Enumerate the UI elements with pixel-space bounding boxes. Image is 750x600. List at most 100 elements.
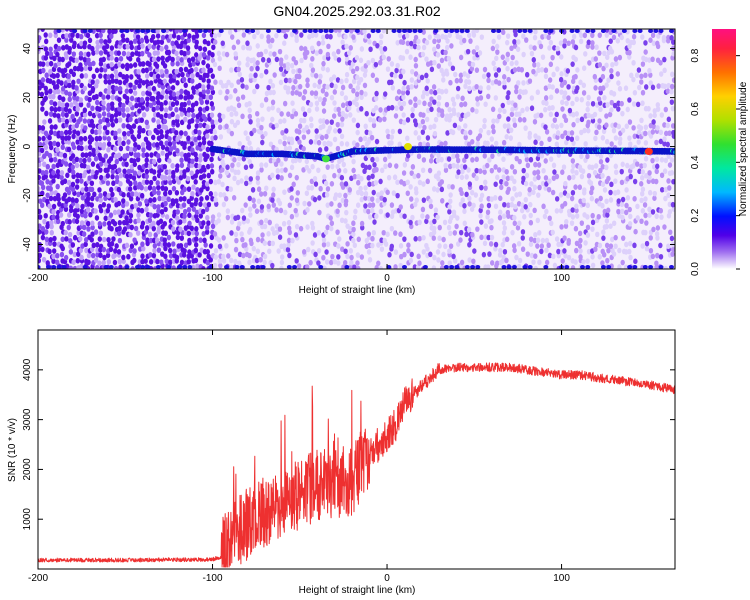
- heatmap-cell: [186, 198, 192, 205]
- heatmap-cell: [662, 67, 667, 74]
- heatmap-cell: [512, 67, 518, 73]
- heatmap-cell: [148, 259, 154, 265]
- heatmap-cell: [659, 112, 665, 118]
- heatmap-cell: [110, 78, 116, 84]
- heatmap-cell: [204, 224, 210, 231]
- heatmap-ytick-label: 40: [22, 43, 33, 55]
- heatmap-cell: [336, 48, 341, 55]
- heatmap-cell: [413, 130, 418, 136]
- heatmap-cell: [278, 207, 284, 214]
- heatmap-cell: [183, 66, 189, 73]
- heatmap-cell: [569, 130, 575, 136]
- heatmap-cell: [56, 88, 61, 95]
- heatmap-cell: [432, 123, 437, 130]
- heatmap-cell: [151, 220, 156, 227]
- heatmap-cell: [643, 130, 648, 137]
- heatmap-cell: [271, 202, 276, 208]
- heatmap-cell: [239, 178, 244, 184]
- heatmap-cell: [658, 138, 664, 145]
- heatmap-cell: [208, 94, 214, 101]
- heatmap-cell: [125, 152, 130, 159]
- heatmap-cell: [598, 195, 603, 202]
- heatmap-cell: [106, 141, 112, 147]
- heatmap-cell: [402, 162, 408, 168]
- heatmap-cell: [647, 174, 652, 181]
- heatmap-cell: [158, 140, 164, 147]
- heatmap-cell: [482, 240, 488, 247]
- heatmap-cell: [607, 111, 613, 118]
- heatmap-cell: [566, 84, 571, 90]
- heatmap-cell: [550, 189, 556, 196]
- heatmap-cell: [366, 175, 371, 181]
- heatmap-cell: [336, 57, 342, 63]
- heatmap-edge-cell: [569, 29, 575, 33]
- heatmap-cell: [277, 138, 283, 145]
- heatmap-cell: [247, 113, 253, 120]
- heatmap-cell: [470, 61, 476, 68]
- heatmap-cell: [175, 122, 180, 128]
- heatmap-cell: [666, 192, 671, 198]
- heatmap-cell: [356, 179, 361, 186]
- heatmap-cell: [600, 164, 605, 170]
- heatmap-cell: [541, 167, 546, 174]
- heatmap-cell: [574, 203, 579, 210]
- heatmap-cell: [432, 254, 437, 261]
- heatmap-cell: [167, 136, 172, 142]
- heatmap-cell: [600, 248, 605, 255]
- heatmap-cell: [539, 140, 544, 147]
- heatmap-cell: [179, 157, 184, 164]
- colorbar-gradient: [712, 29, 736, 269]
- heatmap-cell: [331, 113, 337, 119]
- heatmap-cell: [504, 257, 509, 264]
- heatmap-cell: [456, 112, 461, 118]
- heatmap-cell: [95, 79, 100, 85]
- heatmap-cell: [428, 124, 433, 131]
- heatmap-cell: [305, 49, 310, 56]
- heatmap-cell: [232, 157, 237, 163]
- heatmap-cell: [124, 88, 129, 94]
- heatmap-cell: [78, 140, 84, 146]
- heatmap-cell: [259, 102, 265, 109]
- heatmap-cell: [118, 172, 124, 179]
- heatmap-cell: [186, 111, 191, 118]
- heatmap-cell: [452, 122, 458, 129]
- heatmap-cell: [151, 56, 157, 63]
- heatmap-cell: [163, 206, 168, 213]
- heatmap-cell: [351, 78, 357, 85]
- heatmap-cell: [144, 198, 149, 205]
- heatmap-cell: [189, 225, 194, 232]
- heatmap-cell: [260, 56, 266, 63]
- heatmap-cell: [371, 122, 377, 129]
- heatmap-cell: [297, 129, 302, 135]
- heatmap-cell: [354, 101, 359, 108]
- heatmap-cell: [573, 56, 578, 63]
- heatmap-cell: [669, 35, 674, 41]
- heatmap-cell: [213, 196, 218, 203]
- heatmap-cell: [433, 116, 439, 123]
- heatmap-cell: [166, 196, 171, 203]
- heatmap-cell: [510, 229, 515, 236]
- heatmap-cell: [243, 242, 248, 248]
- heatmap-cell: [409, 251, 414, 258]
- heatmap-cell: [575, 117, 580, 124]
- heatmap-cell: [463, 130, 468, 136]
- heatmap-cell: [583, 141, 588, 147]
- heatmap-cell: [635, 101, 641, 108]
- heatmap-cell: [205, 214, 210, 221]
- heatmap-cell: [201, 93, 207, 100]
- heatmap-cell: [413, 201, 418, 208]
- heatmap-cell: [229, 230, 234, 236]
- heatmap-cell: [91, 73, 96, 80]
- heatmap-cell: [70, 164, 75, 170]
- heatmap-cell: [325, 202, 330, 208]
- heatmap-cell: [101, 259, 106, 266]
- heatmap-cell: [339, 90, 345, 97]
- heatmap-cell: [38, 229, 42, 235]
- heatmap-cell: [466, 111, 471, 118]
- heatmap-cell: [92, 191, 97, 198]
- heatmap-cell: [631, 33, 637, 40]
- heatmap-cell: [262, 253, 268, 260]
- heatmap-cell: [486, 93, 491, 100]
- heatmap-cell: [540, 34, 545, 40]
